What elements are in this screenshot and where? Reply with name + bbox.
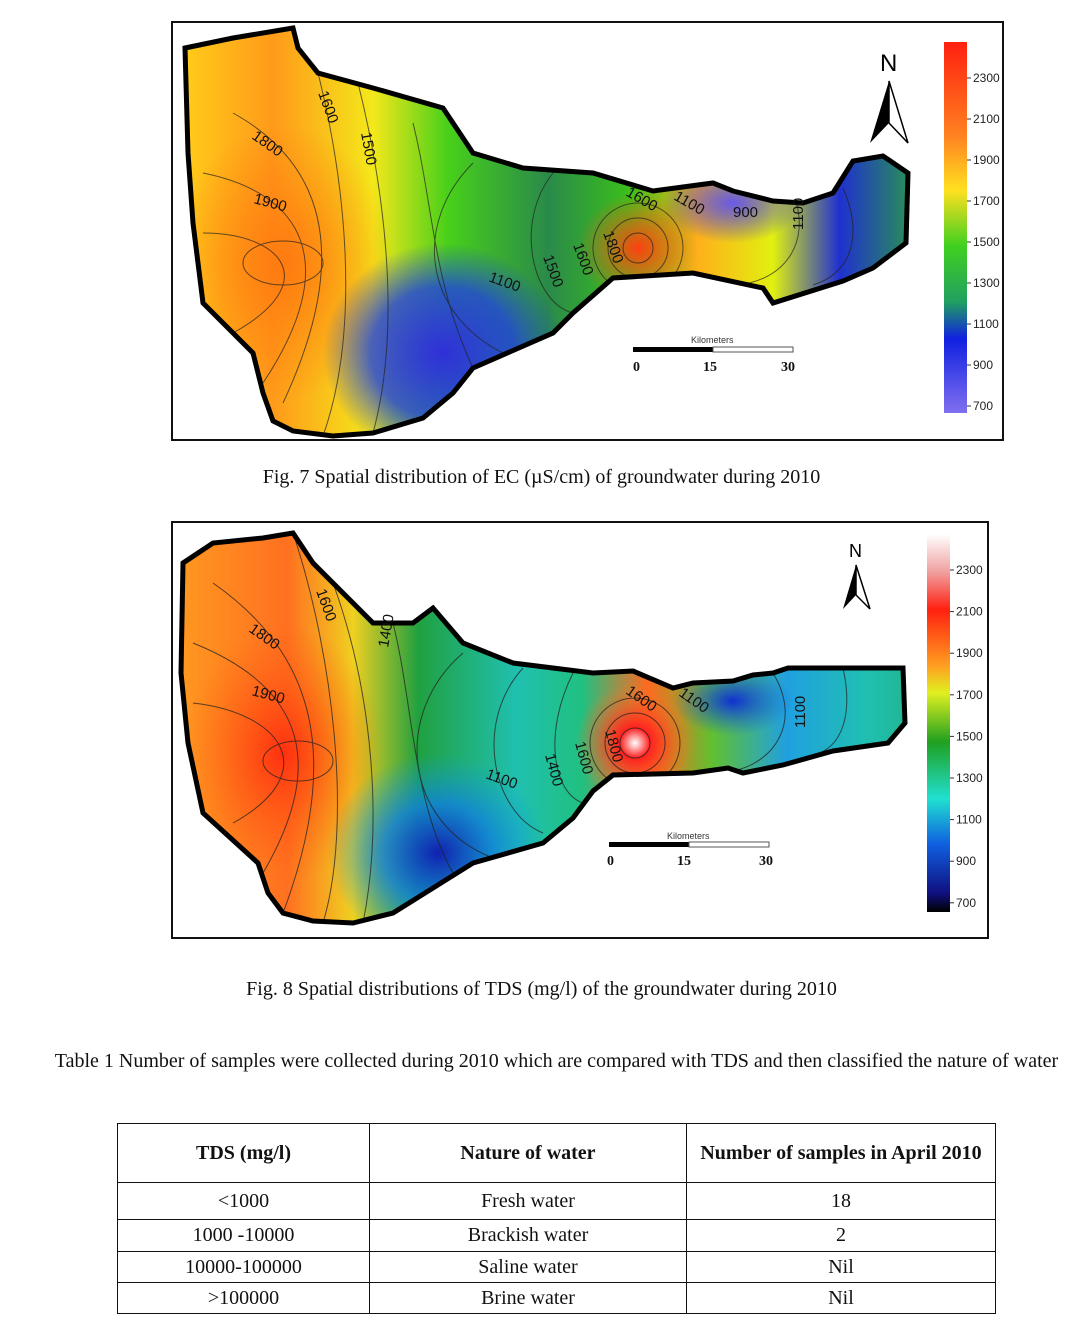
colorbar-tick-label: 1300 [973, 276, 1000, 290]
water-classification-table: TDS (mg/l) Nature of water Number of sam… [117, 1123, 996, 1314]
north-arrow-icon [843, 564, 871, 610]
colorbar-tick-label: 1100 [956, 813, 982, 827]
cell: 2 [686, 1219, 996, 1252]
ec-boundary [182, 25, 911, 439]
table-row: 1000 -10000 Brackish water 2 [117, 1219, 996, 1252]
cell: Nil [686, 1282, 996, 1314]
svg-text:0: 0 [633, 360, 640, 375]
ec-surface [185, 28, 908, 436]
table-row: >100000 Brine water Nil [117, 1282, 996, 1314]
cell: >100000 [117, 1282, 370, 1314]
ec-map-svg: 1600 1500 1800 1900 1100 1800 1600 1500 … [182, 25, 1000, 439]
figure-7-caption: Fig. 7 Spatial distribution of EC (µS/cm… [262, 466, 821, 488]
svg-text:Kilometers: Kilometers [667, 831, 710, 841]
figure-8-caption: Fig. 8 Spatial distributions of TDS (mg/… [246, 978, 837, 1000]
colorbar-tick-label: 2100 [956, 605, 983, 619]
north-label: N [880, 50, 897, 77]
contour-label: 1500 [357, 131, 380, 167]
colorbar-tick-label: 1100 [973, 317, 999, 331]
cell: Brine water [369, 1282, 687, 1314]
north-arrow-icon [870, 80, 909, 144]
colorbar-tick-label: 700 [956, 896, 976, 910]
cell: Fresh water [369, 1182, 687, 1220]
colorbar-tick-label: 900 [973, 358, 993, 372]
tds-surface [181, 533, 905, 923]
colorbar-tick-label: 1700 [973, 194, 1000, 208]
scale-bar: Kilometers 0 15 30 [633, 335, 795, 375]
contour-label: 1100 [790, 198, 807, 230]
colorbar-tick-label: 2100 [973, 112, 1000, 126]
colorbar-tick-label: 1500 [973, 235, 1000, 249]
figure-ec-map: 1600 1500 1800 1900 1100 1800 1600 1500 … [171, 21, 1004, 441]
colorbar-tick-label: 1300 [956, 771, 983, 785]
colorbar-ticks: 2300 2100 1900 1700 1500 1300 1100 900 700 [950, 563, 983, 910]
tds-map-svg: 1600 1400 1800 1900 1100 1800 1600 1400 … [178, 530, 983, 926]
table-row: 10000-100000 Saline water Nil [117, 1251, 996, 1283]
cell: <1000 [117, 1182, 370, 1220]
colorbar-tick-label: 900 [956, 854, 976, 868]
colorbar-tick-label: 2300 [973, 71, 1000, 85]
colorbar-ticks: 2300 2100 1900 1700 1500 1300 1100 900 700 [967, 71, 1000, 413]
svg-text:15: 15 [703, 360, 717, 375]
cell: Saline water [369, 1251, 687, 1283]
svg-text:15: 15 [677, 854, 691, 869]
svg-text:Kilometers: Kilometers [691, 335, 734, 345]
colorbar-tick-label: 2300 [956, 563, 983, 577]
header-samples: Number of samples in April 2010 [686, 1123, 996, 1183]
figure-tds-map: 1600 1400 1800 1900 1100 1800 1600 1400 … [171, 521, 989, 939]
table-caption: Table 1 Number of samples were collected… [54, 1050, 1059, 1072]
cell: Brackish water [369, 1219, 687, 1252]
colorbar-tick-label: 1900 [956, 646, 983, 660]
north-label: N [849, 541, 862, 561]
header-tds: TDS (mg/l) [117, 1123, 370, 1183]
svg-text:0: 0 [607, 854, 614, 869]
colorbar-tick-label: 1500 [956, 729, 983, 743]
tds-boundary [178, 530, 908, 926]
colorbar [927, 534, 950, 912]
header-nature: Nature of water [369, 1123, 687, 1183]
cell: 10000-100000 [117, 1251, 370, 1283]
colorbar [944, 42, 967, 413]
cell: Nil [686, 1251, 996, 1283]
contour-label: 900 [733, 204, 758, 221]
svg-text:30: 30 [781, 360, 795, 375]
cell: 18 [686, 1182, 996, 1220]
scale-bar: Kilometers 0 15 30 [607, 831, 773, 869]
table-header-row: TDS (mg/l) Nature of water Number of sam… [117, 1123, 996, 1183]
colorbar-tick-label: 700 [973, 399, 993, 413]
table-row: <1000 Fresh water 18 [117, 1182, 996, 1220]
contour-label: 1400 [375, 613, 398, 649]
cell: 1000 -10000 [117, 1219, 370, 1252]
svg-text:30: 30 [759, 854, 773, 869]
colorbar-tick-label: 1700 [956, 688, 983, 702]
colorbar-tick-label: 1900 [973, 153, 1000, 167]
contour-label: 1100 [792, 696, 809, 728]
